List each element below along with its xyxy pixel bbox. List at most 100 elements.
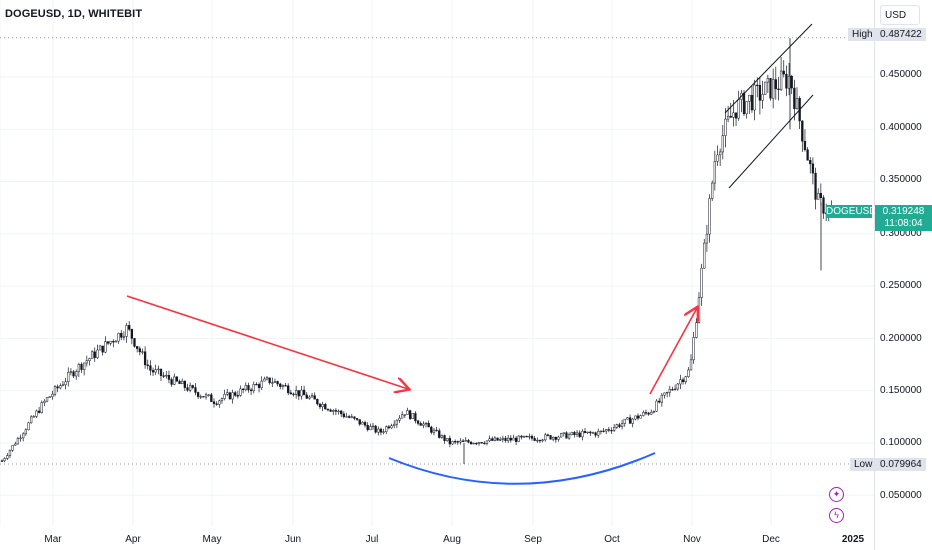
candle-body [48, 396, 51, 398]
candle-body [705, 233, 709, 244]
candle-body [27, 422, 30, 431]
candle-body [196, 392, 200, 397]
candle-body [438, 430, 441, 438]
candle-body [427, 422, 430, 428]
candle-body [157, 368, 160, 371]
high-value: 0.487422 [876, 28, 926, 41]
price-chart[interactable] [0, 0, 874, 526]
candle-body [687, 369, 690, 377]
candle-body [520, 435, 523, 438]
candle-body [499, 439, 502, 441]
candle-body [472, 442, 475, 445]
candle-body [361, 422, 364, 425]
candle-body [369, 426, 372, 431]
candle-body [6, 455, 9, 459]
candle-body [8, 449, 12, 456]
candle-body [647, 412, 650, 415]
candle-body [782, 70, 785, 75]
candle-body [165, 375, 168, 377]
candle-body [684, 376, 687, 383]
symbol-title[interactable]: DOGEUSD, 1D, WHITEBIT [5, 8, 143, 20]
candle-body [22, 433, 25, 439]
candle-body [268, 377, 271, 384]
candle-body [88, 358, 91, 361]
candle-body [528, 436, 531, 438]
candle-body [446, 438, 449, 441]
candle-body [729, 115, 732, 118]
candle-body [279, 383, 282, 387]
candle-body [586, 431, 589, 434]
price-tick: 0.100000 [880, 437, 922, 448]
candle-body [756, 84, 759, 87]
candle-body [525, 435, 528, 438]
price-tick: 0.050000 [880, 490, 922, 501]
candle-body [573, 432, 576, 435]
candle-body [363, 422, 367, 426]
candle-body [639, 415, 642, 419]
candle-body [440, 435, 444, 438]
candle-body [403, 414, 406, 416]
candle-body [98, 345, 102, 351]
candle-body [583, 431, 587, 433]
candle-body [451, 441, 454, 445]
candle-body [623, 418, 626, 424]
candle-body [393, 423, 396, 426]
candle-body [72, 371, 75, 377]
candle-body [790, 75, 793, 89]
lightning-icon[interactable]: ϟ [829, 508, 844, 523]
currency-button[interactable]: USD [880, 5, 920, 25]
candle-body [819, 193, 823, 198]
candle-body [650, 411, 653, 415]
candle-body [189, 385, 192, 391]
candle-body [334, 410, 338, 412]
candle-body [175, 376, 179, 382]
candle-body [329, 409, 332, 412]
candle-body [772, 79, 775, 99]
candle-body [236, 395, 239, 397]
candle-body [605, 429, 608, 432]
candle-body [146, 364, 149, 366]
candle-body [742, 92, 746, 115]
candle-body [202, 396, 205, 398]
candle-body [477, 442, 481, 444]
candle-body [96, 349, 99, 358]
chart-area[interactable] [0, 0, 874, 526]
candle-body [485, 440, 489, 444]
candle-body [382, 431, 385, 433]
candle-body [19, 437, 22, 439]
candle-body [724, 118, 727, 136]
candle-body [408, 410, 412, 419]
candle-body [454, 441, 457, 443]
candle-body [544, 434, 547, 441]
candle-body [342, 413, 346, 417]
trend-arrow [649, 308, 697, 395]
candle-body [620, 423, 624, 427]
candle-body [247, 385, 250, 391]
candle-body [162, 375, 165, 377]
candle-body [814, 172, 817, 200]
candle-body [138, 348, 141, 353]
candle-body [634, 415, 637, 420]
candle-body [316, 398, 319, 405]
candle-body [766, 78, 770, 83]
time-label: Mar [44, 534, 62, 545]
candle-body [218, 400, 221, 405]
candle-body [459, 440, 462, 443]
candle-body [795, 98, 799, 109]
current-symbol-tag: DOGEUSD [826, 205, 877, 218]
candle-body [178, 380, 181, 385]
time-label: Sep [524, 534, 542, 545]
candle-body [589, 431, 592, 434]
candle-body [59, 385, 62, 389]
sparkle-icon[interactable]: ✦ [829, 487, 844, 502]
candle-body [567, 434, 571, 439]
candle-body [355, 418, 359, 420]
candle-body [242, 388, 245, 390]
candle-body [689, 359, 693, 371]
candle-body [30, 416, 33, 424]
candle-body [154, 369, 157, 373]
candle-body [112, 340, 115, 343]
candle-body [104, 341, 107, 353]
candle-body [793, 87, 796, 109]
candle-body [732, 112, 735, 118]
